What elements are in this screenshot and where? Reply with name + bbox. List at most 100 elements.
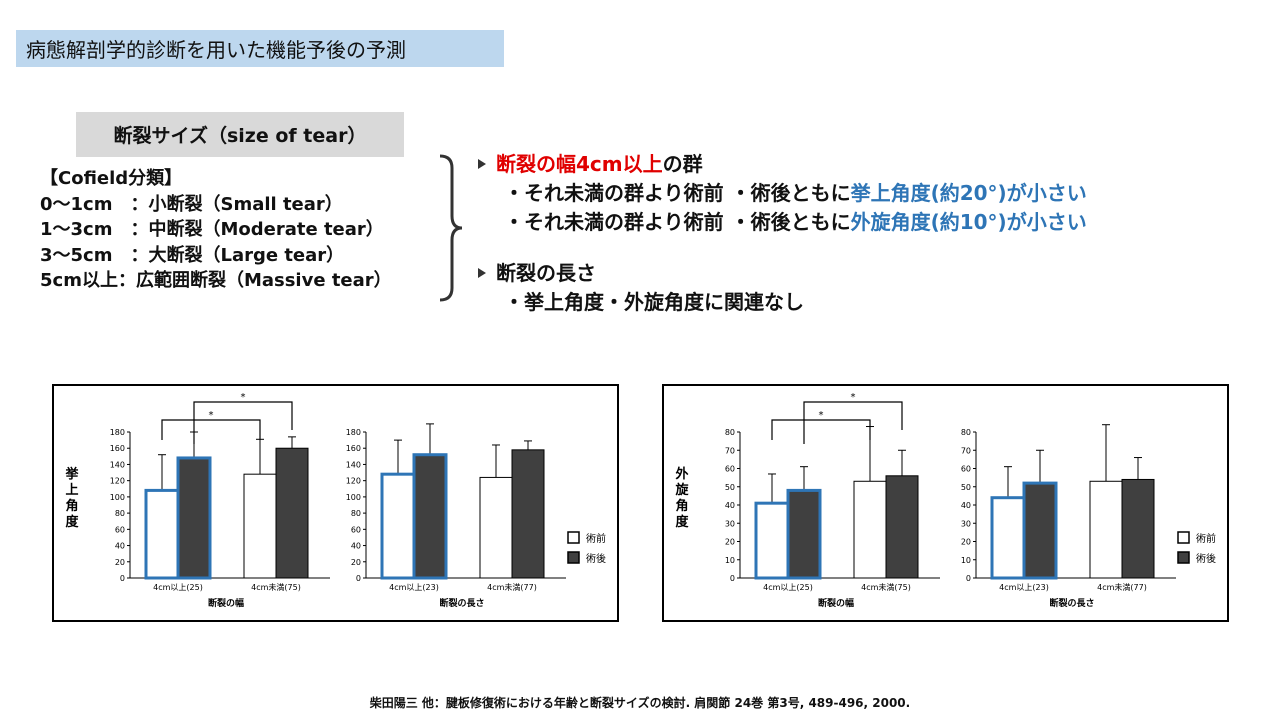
legend-swatch-post [1177, 551, 1190, 564]
citation: 柴田陽三 他：腱板修復術における年齢と断裂サイズの検討. 肩関節 24巻 第3号… [369, 696, 911, 710]
y-tick-label: 40 [725, 501, 735, 510]
legend-label-post: 術後 [586, 552, 606, 565]
y-tick-label: 160 [346, 444, 361, 453]
triangle-bullet-icon [478, 158, 486, 169]
bar-post [275, 447, 309, 579]
y-axis-label-char: 挙 [64, 466, 79, 482]
legend-swatch-pre [567, 531, 580, 544]
legend-label-post: 術後 [1196, 552, 1216, 565]
findings-block: 断裂の幅4cm以上の群 ・それ未満の群より術前 ・術後ともに挙上角度(約20°)… [478, 150, 1087, 317]
finding-width-heading: 断裂の幅4cm以上の群 [478, 150, 1087, 179]
bar-pre [243, 473, 277, 579]
y-tick-label: 120 [110, 477, 125, 486]
y-tick-label: 60 [351, 525, 361, 534]
bar-post [511, 449, 545, 579]
y-tick-label: 40 [351, 542, 361, 551]
y-tick-label: 70 [961, 446, 971, 455]
y-tick-label: 140 [110, 460, 125, 469]
x-tick-label: 4cm以上(23) [389, 583, 439, 592]
cofield-classification: 【Cofield分類】 0～1cm ：小断裂（Small tear） 1～3cm ：… [40, 166, 392, 294]
y-tick-label: 20 [351, 558, 361, 567]
y-tick-label: 80 [351, 509, 361, 518]
triangle-bullet-icon [478, 267, 486, 278]
finding-highlight: 挙上角度(約20°)が小さい [850, 181, 1087, 205]
bar-post [412, 453, 448, 580]
elevation-chart-panel: 挙上角度 0 20 40 60 80 100 120 140 160 180 4cm以上(25) 4cm… [52, 384, 619, 622]
x-tick-label: 4cm以上(23) [999, 583, 1049, 592]
legend-label-pre: 術前 [586, 532, 606, 545]
elevation-chart: 挙上角度 0 20 40 60 80 100 120 140 160 180 4cm以上(25) 4cm… [64, 392, 606, 609]
y-tick-label: 30 [725, 519, 735, 528]
external-rotation-chart: 外旋角度 0 10 20 30 40 50 60 70 80 4cm以上(25) 4cm未満(75) 断… [674, 392, 1216, 609]
finding-highlight: 外旋角度(約10°)が小さい [850, 210, 1087, 234]
y-axis-label-char: 角 [65, 498, 78, 514]
x-tick-label: 4cm以上(25) [763, 583, 813, 592]
external-rotation-chart-panel: 外旋角度 0 10 20 30 40 50 60 70 80 4cm以上(25) 4cm未満(75) 断… [662, 384, 1229, 622]
y-tick-label: 100 [346, 493, 361, 502]
bar-post [885, 475, 919, 579]
y-axis-label-char: 外 [674, 466, 688, 482]
finding-length-heading: 断裂の長さ [478, 259, 1087, 288]
bar-pre [144, 488, 180, 580]
finding-length-text: 断裂の長さ [496, 261, 596, 285]
finding-width-red: 断裂の幅4cm以上 [496, 152, 663, 176]
cofield-row: 0～1cm ：小断裂（Small tear） [40, 193, 343, 215]
x-axis-label: 断裂の長さ [439, 597, 484, 609]
significance-bracket [771, 419, 871, 440]
y-tick-label: 0 [966, 574, 971, 583]
significance-star: * [819, 410, 824, 421]
significance-star: * [241, 392, 246, 403]
x-axis-label: 断裂の幅 [208, 597, 244, 609]
x-axis-label: 断裂の幅 [818, 597, 854, 609]
y-axis-label-char: 度 [65, 514, 79, 530]
y-tick-label: 0 [730, 574, 735, 583]
bar-pre [754, 501, 790, 580]
finding-length-line: ・挙上角度・外旋角度に関連なし [478, 288, 1087, 317]
y-axis-label-char: 上 [65, 483, 78, 498]
finding-text: ・それ未満の群より術前 ・術後ともに [504, 181, 851, 205]
y-tick-label: 80 [115, 509, 125, 518]
y-tick-label: 140 [346, 460, 361, 469]
y-tick-label: 60 [725, 465, 735, 474]
significance-bracket [161, 419, 261, 440]
y-tick-label: 180 [110, 428, 125, 437]
cofield-heading: 【Cofield分類】 [40, 168, 183, 189]
finding-text: ・それ未満の群より術前 ・術後ともに [504, 210, 851, 234]
y-axis-label-char: 度 [675, 514, 689, 530]
y-tick-label: 180 [346, 428, 361, 437]
slide-title: 病態解剖学的診断を用いた機能予後の予測 [16, 30, 504, 67]
x-tick-label: 4cm未満(77) [1097, 582, 1147, 592]
finding-width-line-2: ・それ未満の群より術前 ・術後ともに外旋角度(約10°)が小さい [478, 208, 1087, 237]
finding-width-line-1: ・それ未満の群より術前 ・術後ともに挙上角度(約20°)が小さい [478, 179, 1087, 208]
bar-post [1022, 481, 1058, 580]
finding-width-rest: の群 [662, 152, 703, 176]
finding-text: ・挙上角度・外旋角度に関連なし [504, 290, 804, 314]
y-tick-label: 10 [725, 556, 735, 565]
y-axis-label-char: 旋 [674, 482, 689, 498]
bar-pre [1089, 480, 1123, 579]
bar-post [1121, 478, 1155, 579]
legend-label-pre: 術前 [1196, 532, 1216, 545]
significance-bracket [193, 401, 293, 444]
y-tick-label: 70 [725, 446, 735, 455]
bar-post [176, 456, 212, 580]
y-tick-label: 20 [725, 538, 735, 547]
section-label: 断裂サイズ（size of tear） [76, 112, 404, 157]
y-tick-label: 160 [110, 444, 125, 453]
y-tick-label: 80 [725, 428, 735, 437]
cofield-row: 1～3cm ：中断裂（Moderate tear） [40, 219, 384, 240]
y-tick-label: 60 [115, 525, 125, 534]
x-tick-label: 4cm未満(77) [487, 582, 537, 592]
legend-swatch-pre [1177, 531, 1190, 544]
y-tick-label: 80 [961, 428, 971, 437]
significance-star: * [209, 410, 214, 421]
slide-title-text: 病態解剖学的診断を用いた機能予後の予測 [26, 38, 406, 62]
bar-pre [380, 472, 416, 580]
significance-star: * [851, 392, 856, 403]
x-tick-label: 4cm未満(75) [251, 582, 301, 592]
y-tick-label: 20 [961, 538, 971, 547]
section-label-text: 断裂サイズ（size of tear） [113, 125, 367, 147]
y-tick-label: 50 [961, 483, 971, 492]
y-tick-label: 30 [961, 519, 971, 528]
y-tick-label: 10 [961, 556, 971, 565]
